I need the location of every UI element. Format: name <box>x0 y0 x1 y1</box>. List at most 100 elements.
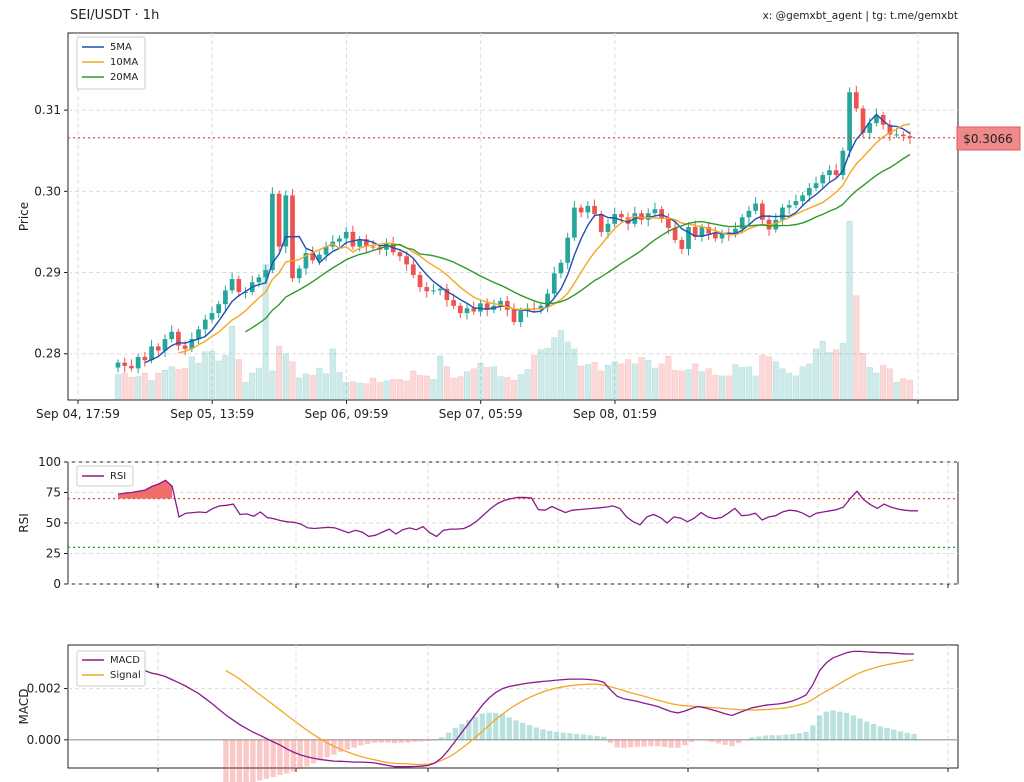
candle-body <box>303 253 309 269</box>
volume-bar <box>658 363 665 401</box>
volume-bar <box>229 325 236 401</box>
candle-body <box>484 303 490 310</box>
macd-hist-bar <box>884 727 890 740</box>
candle-body <box>666 218 671 228</box>
volume-bar <box>812 348 820 401</box>
macd-hist-bar <box>229 739 236 782</box>
macd-hist-bar <box>540 729 546 740</box>
candle-body <box>545 293 550 306</box>
macd-hist-bar <box>324 739 330 758</box>
volume-bar <box>255 367 263 401</box>
candle-body <box>558 262 564 274</box>
candle-body <box>216 304 222 314</box>
macd-legend: MACD Signal <box>76 650 146 687</box>
macd-hist-bar <box>580 734 587 740</box>
macd-hist-bar <box>816 715 823 740</box>
volume-bar <box>578 365 585 401</box>
volume-bar <box>712 374 719 401</box>
macd-hist-bar <box>317 739 324 761</box>
candle-body <box>800 195 805 202</box>
volume-bar <box>819 340 826 401</box>
volume-bar <box>504 377 511 401</box>
price-xtick-label: Sep 07, 05:59 <box>439 407 523 421</box>
candle-body <box>679 240 685 249</box>
macd-hist-bar <box>742 739 749 741</box>
volume-bar <box>383 380 390 401</box>
macd-hist-bar <box>695 739 701 741</box>
macd-hist-bar <box>756 736 762 740</box>
price-xtick-label: Sep 04, 17:59 <box>36 407 120 421</box>
rsi-ytick-label: 100 <box>38 455 61 469</box>
macd-hist-bar <box>708 739 715 742</box>
candle-body <box>853 92 859 109</box>
volume-bar <box>611 361 618 401</box>
candle-body <box>350 231 356 247</box>
price-legend: 5MA 10MA 20MA <box>76 36 146 90</box>
candle-body <box>786 205 792 208</box>
candle-body <box>236 279 242 293</box>
macd-hist-bar <box>236 739 243 782</box>
macd-hist-bar <box>277 739 283 775</box>
candle-body <box>296 268 302 279</box>
candle-body <box>223 290 228 305</box>
candle-body <box>182 345 188 349</box>
volume-bar <box>336 372 343 401</box>
volume-bar <box>296 377 303 401</box>
candle-body <box>229 279 235 291</box>
candle-body <box>417 274 423 288</box>
volume-bar <box>363 383 370 401</box>
current-price-tag: $0.3066 <box>956 126 1021 151</box>
macd-hist-bar <box>493 712 499 740</box>
candle-body <box>900 134 906 137</box>
volume-bar <box>604 364 612 401</box>
macd-hist-bar <box>385 739 391 743</box>
macd-hist-bar <box>789 734 796 740</box>
macd-hist-bar <box>897 731 904 740</box>
volume-bar <box>631 363 638 401</box>
macd-hist-bar <box>668 739 674 748</box>
candle-body <box>478 303 483 312</box>
macd-hist-bar <box>803 731 809 740</box>
volume-bar <box>269 370 276 401</box>
macd-hist-bar <box>567 733 573 740</box>
candle-body <box>598 214 604 232</box>
macd-hist-bar <box>533 727 539 740</box>
volume-bar <box>484 367 491 401</box>
volume-bar <box>497 376 504 401</box>
macd-hist-bar <box>574 733 580 740</box>
volume-bar <box>866 367 873 401</box>
macd-hist-bar <box>283 739 290 774</box>
volume-bar <box>235 359 242 401</box>
macd-hist-bar <box>547 730 553 740</box>
macd-ytick-label: 0.000 <box>27 733 61 747</box>
macd-ytick-label: 0.002 <box>27 682 61 696</box>
legend-rsi-label: RSI <box>110 471 126 482</box>
candle-body <box>270 193 275 271</box>
candle-body <box>451 300 456 306</box>
macd-hist-bar <box>601 736 607 740</box>
ma10-line <box>178 123 911 354</box>
price-plot-area <box>67 32 959 401</box>
macd-hist-bar <box>398 739 405 743</box>
volume-bar <box>329 348 336 401</box>
volume-bar <box>853 295 860 401</box>
volume-bar <box>316 367 323 401</box>
candle-body <box>162 339 168 351</box>
candle-body <box>115 362 121 368</box>
macd-hist-bar <box>331 739 337 755</box>
macd-hist-bar <box>594 735 600 740</box>
macd-hist-bar <box>810 725 816 740</box>
candle-body <box>565 237 571 263</box>
candle-body <box>874 115 879 124</box>
volume-bar <box>833 349 840 401</box>
macd-hist-bar <box>425 739 431 742</box>
candle-body <box>437 288 443 291</box>
macd-hist-bar <box>304 739 310 767</box>
macd-hist-bar <box>344 739 351 750</box>
candle-body <box>551 273 557 294</box>
candle-body <box>122 362 128 366</box>
candle-body <box>612 214 618 224</box>
rsi-ytick-label: 50 <box>46 516 61 530</box>
macd-hist-bar <box>749 737 755 740</box>
